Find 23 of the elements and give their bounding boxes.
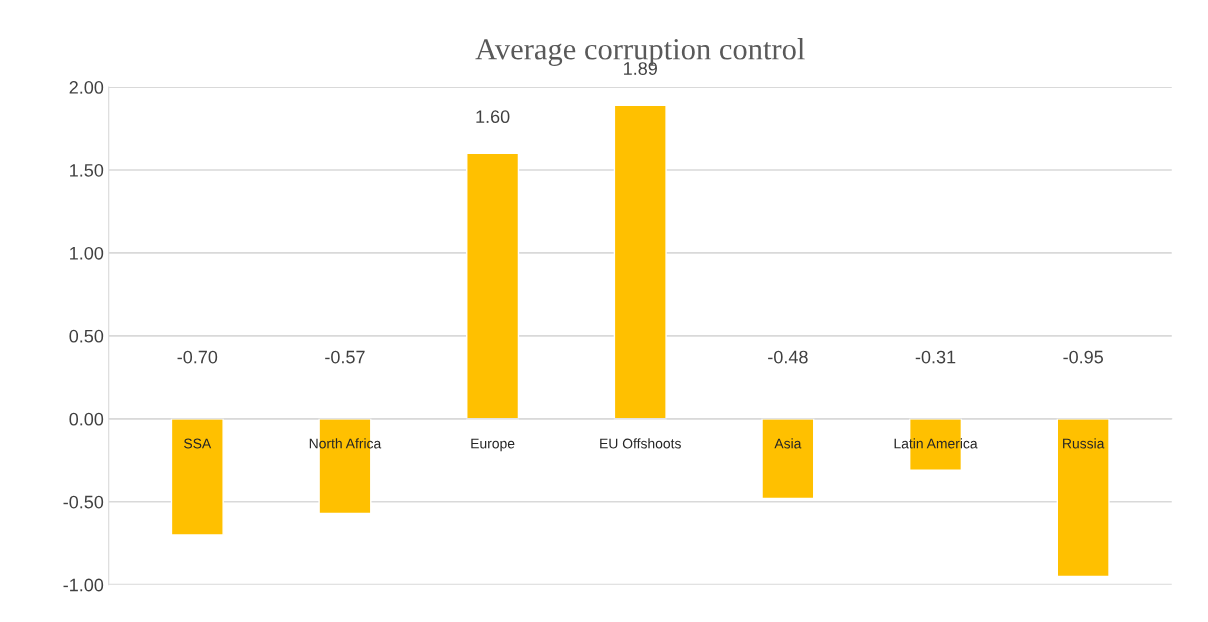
- bar: [613, 104, 667, 420]
- x-tick-label: EU Offshoots: [600, 438, 681, 449]
- data-label: -0.57: [325, 350, 365, 364]
- y-tick-label: 1.50: [70, 163, 104, 177]
- bar: [761, 418, 815, 500]
- y-tick-label: 2.00: [69, 81, 104, 94]
- y-tick-label: -0.50: [63, 495, 104, 509]
- data-label: -0.48: [768, 350, 808, 364]
- data-label: -0.70: [177, 350, 218, 364]
- y-tick-label: 0.00: [69, 412, 104, 426]
- x-tick-label: Europe: [471, 438, 515, 452]
- bar: [170, 418, 224, 536]
- bar: [466, 152, 520, 420]
- bar: [1056, 418, 1110, 578]
- x-tick-label: SSA: [184, 438, 212, 449]
- y-tick-label: 0.50: [69, 329, 104, 343]
- data-label: -0.95: [1063, 350, 1103, 364]
- data-label: -0.31: [915, 350, 956, 364]
- x-tick-label: Russia: [1063, 438, 1105, 449]
- data-label: 1.60: [476, 110, 510, 124]
- y-tick-label: -1.00: [63, 578, 104, 592]
- x-tick-label: Asia: [774, 438, 802, 449]
- y-tick-label: 1.00: [70, 246, 104, 260]
